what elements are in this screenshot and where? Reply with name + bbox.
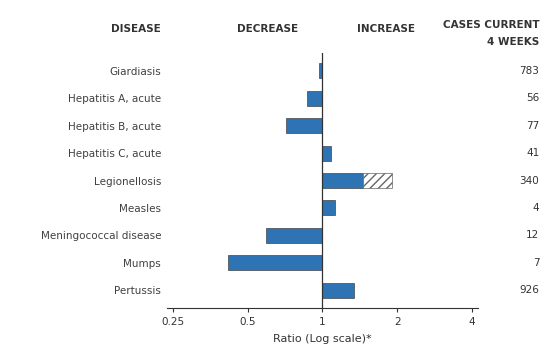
Text: CASES CURRENT: CASES CURRENT [443, 20, 539, 30]
Text: DISEASE: DISEASE [112, 24, 161, 34]
Text: 77: 77 [526, 121, 539, 131]
Bar [363, 173, 392, 188]
X-axis label: Ratio (Log scale)*: Ratio (Log scale)* [273, 334, 372, 344]
Text: INCREASE: INCREASE [357, 24, 415, 34]
Bar [266, 228, 322, 243]
Bar [286, 118, 322, 133]
Text: 41: 41 [526, 148, 539, 158]
Bar [227, 255, 322, 270]
Bar [307, 91, 322, 106]
Text: 4 WEEKS: 4 WEEKS [487, 37, 539, 47]
Text: 340: 340 [519, 176, 539, 185]
Bar [319, 63, 322, 79]
Text: 783: 783 [519, 66, 539, 76]
Bar [322, 145, 331, 161]
Text: 56: 56 [526, 93, 539, 103]
Bar [322, 200, 335, 216]
Text: DECREASE: DECREASE [237, 24, 298, 34]
Text: 926: 926 [519, 285, 539, 295]
Text: 12: 12 [526, 230, 539, 240]
Text: 7: 7 [533, 258, 539, 268]
Bar [322, 282, 354, 298]
Bar [322, 173, 363, 188]
Text: 4: 4 [533, 203, 539, 213]
